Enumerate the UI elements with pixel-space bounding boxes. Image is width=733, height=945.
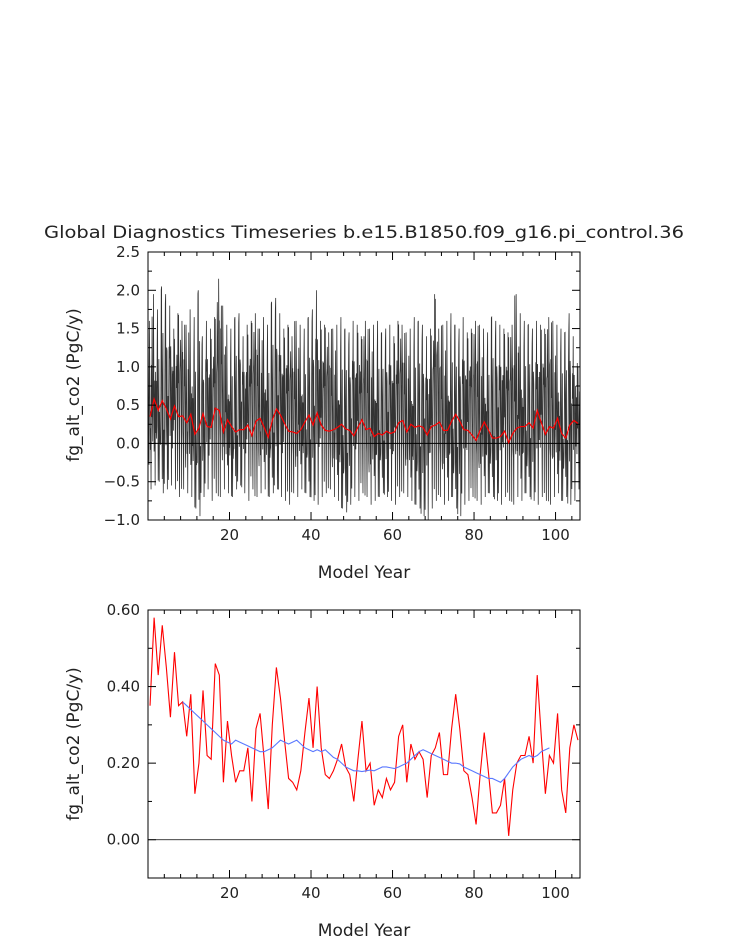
tick-layer: 20 40 60 80 100 −1.0 −0.5 0.0 0.5 1.0 1.5 2.0 2.5 (104, 243, 580, 544)
y-tick-label: 1.5 (116, 320, 140, 338)
y-tick-label: 0.60 (107, 601, 140, 619)
y-tick-label: 0.00 (107, 831, 140, 849)
monthly-timeseries-panel: 20 40 60 80 100 −1.0 −0.5 0.0 0.5 1.0 1.5 2.0 2.5 Mo… (64, 243, 581, 583)
x-tick-label: 20 (220, 884, 239, 902)
series-layer (148, 617, 580, 841)
y-axis-label: fg_alt_co2 (PgC/y) (64, 308, 84, 462)
y-tick-label: 2.0 (116, 281, 140, 299)
y-tick-label: 0.5 (116, 396, 140, 414)
y-axis-label: fg_alt_co2 (PgC/y) (64, 667, 84, 821)
y-tick-label: 0.0 (116, 434, 140, 452)
x-tick-label: 80 (464, 884, 483, 902)
x-axis-label: Model Year (318, 563, 410, 583)
x-tick-label: 60 (383, 884, 402, 902)
y-tick-label: −0.5 (104, 473, 140, 491)
x-tick-label: 60 (383, 526, 402, 544)
annual-mean-line (149, 617, 579, 836)
y-tick-label: 0.40 (107, 678, 140, 696)
x-tick-label: 100 (541, 526, 570, 544)
y-tick-label: 2.5 (116, 243, 140, 261)
tick-layer: 20 40 60 80 100 0.00 0.20 0.40 0.60 (107, 601, 580, 902)
annual-mean-panel: 20 40 60 80 100 0.00 0.20 0.40 0.60 Model Year f… (64, 601, 581, 941)
monthly-series-line (147, 278, 581, 521)
figure-title: Global Diagnostics Timeseries b.e15.B185… (44, 223, 684, 243)
y-tick-label: 1.0 (116, 358, 140, 376)
annual-mean-line (149, 396, 579, 445)
plot-area-frame (147, 609, 581, 879)
x-tick-label: 20 (220, 526, 239, 544)
series-layer (147, 278, 581, 521)
x-tick-label: 100 (541, 884, 570, 902)
x-axis-label: Model Year (318, 921, 410, 941)
y-tick-label: 0.20 (107, 754, 140, 772)
x-tick-label: 80 (464, 526, 483, 544)
x-tick-label: 40 (301, 884, 320, 902)
y-tick-label: −1.0 (104, 511, 140, 529)
x-tick-label: 40 (301, 526, 320, 544)
running-mean-line (182, 701, 550, 783)
